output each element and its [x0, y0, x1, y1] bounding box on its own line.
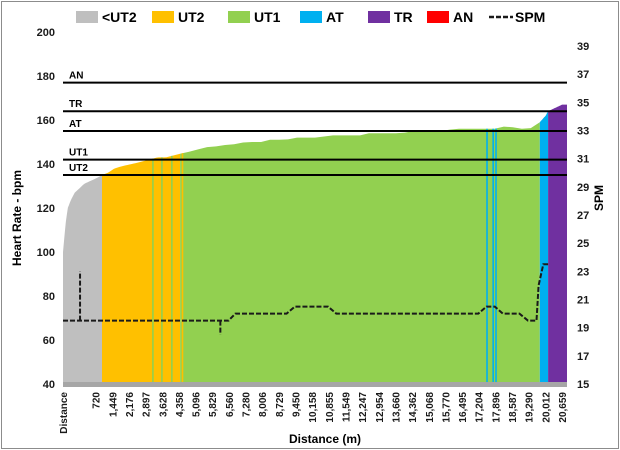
x-tick-label: 10,158 — [308, 392, 319, 423]
y2-tick-label: 15 — [577, 379, 589, 391]
x-tick-label: 6,560 — [225, 392, 236, 417]
legend-item-an-label: AN — [453, 9, 473, 25]
x-tick-label: 720 — [92, 392, 103, 409]
y-tick-label: 140 — [37, 159, 55, 171]
x-tick-label: 2,897 — [142, 392, 153, 417]
y2-tick-label: 23 — [577, 266, 589, 278]
x-tick-label: 19,290 — [525, 392, 536, 423]
x-tick-label: 2,176 — [125, 392, 136, 417]
threshold-label-tr: TR — [69, 99, 83, 110]
x-tick-label: 15,770 — [441, 392, 452, 423]
legend-item-spm-label: SPM — [515, 9, 545, 25]
x-tick-label: 12,954 — [375, 392, 386, 423]
x-tick-label-first: Distance — [59, 392, 70, 434]
zone-area-tr — [548, 104, 567, 384]
legend-item-ut1-swatch — [228, 11, 250, 23]
x-tick-label: 17,204 — [475, 392, 486, 423]
legend-item-tr-swatch — [368, 11, 390, 23]
legend-item-at-label: AT — [326, 9, 344, 25]
stray-zone-lines — [152, 128, 497, 384]
y2-axis-ticks: 15 17 19 21 23 25 27 29 31 33 35 37 39 — [577, 41, 589, 391]
legend-item-below-ut2-label: <UT2 — [102, 9, 137, 25]
y2-tick-label: 35 — [577, 97, 589, 109]
x-axis-bar — [63, 382, 567, 387]
x-tick-label: 9,450 — [292, 392, 303, 417]
y-axis-title: Heart Rate - bpm — [10, 170, 24, 266]
y-tick-label: 40 — [43, 379, 55, 391]
legend: <UT2 UT2 UT1 AT TR AN SPM — [76, 9, 545, 25]
legend-item-at-swatch — [300, 11, 322, 23]
y2-tick-label: 21 — [577, 295, 589, 307]
x-axis-ticks: Distance 720 1,449 2,176 2,897 3,628 4,358 5,09… — [59, 392, 569, 434]
zone-area-ut2 — [102, 153, 181, 384]
y-tick-label: 60 — [43, 335, 55, 347]
zone-area-at — [539, 111, 549, 384]
x-tick-label: 8,006 — [258, 392, 269, 417]
threshold-label-at: AT — [69, 119, 82, 130]
y-tick-label: 180 — [37, 71, 55, 83]
threshold-label-ut1: UT1 — [69, 148, 88, 159]
spm-series — [63, 263, 549, 335]
x-tick-label: 8,729 — [275, 392, 286, 417]
x-tick-label: 17,896 — [491, 392, 502, 423]
x-tick-label: 3,628 — [158, 392, 169, 417]
spm-line — [63, 263, 549, 322]
y2-tick-label: 25 — [577, 238, 589, 250]
x-tick-label: 20,659 — [558, 392, 569, 423]
threshold-label-ut2: UT2 — [69, 163, 88, 174]
y-axis-ticks: 40 60 80 100 120 140 160 180 200 — [37, 27, 55, 391]
legend-item-tr-label: TR — [394, 9, 413, 25]
x-tick-label: 7,280 — [242, 392, 253, 417]
x-tick-label: 16,495 — [458, 392, 469, 423]
y2-tick-label: 17 — [577, 351, 589, 363]
legend-item-ut2-swatch — [152, 11, 174, 23]
y-tick-label: 100 — [37, 247, 55, 259]
y2-axis-title: SPM — [592, 185, 606, 211]
legend-item-ut1-label: UT1 — [254, 9, 281, 25]
y-tick-label: 120 — [37, 203, 55, 215]
y2-tick-label: 27 — [577, 210, 589, 222]
y-tick-label: 80 — [43, 291, 55, 303]
x-tick-label: 4,358 — [175, 392, 186, 417]
x-tick-label: 5,829 — [208, 392, 219, 417]
x-tick-label: 1,449 — [108, 392, 119, 417]
y2-tick-label: 39 — [577, 41, 589, 53]
threshold-label-an: AN — [69, 71, 83, 82]
x-tick-label: 15,068 — [425, 392, 436, 423]
y-tick-label: 160 — [37, 115, 55, 127]
x-axis-title: Distance (m) — [289, 432, 361, 446]
y2-tick-label: 37 — [577, 69, 589, 81]
x-tick-label: 12,247 — [358, 392, 369, 423]
y2-tick-label: 33 — [577, 126, 589, 138]
legend-item-ut2-label: UT2 — [178, 9, 205, 25]
plot-area: UT2 UT1 AT TR AN — [63, 32, 567, 387]
x-tick-label: 20,012 — [541, 392, 552, 423]
y2-tick-label: 31 — [577, 154, 589, 166]
y2-tick-label: 19 — [577, 323, 589, 335]
zone-area-below-ut2 — [63, 175, 102, 384]
y2-tick-label: 29 — [577, 182, 589, 194]
x-tick-label: 11,549 — [342, 392, 353, 422]
legend-item-below-ut2-swatch — [76, 11, 98, 23]
zone-threshold-lines: UT2 UT1 AT TR AN — [63, 71, 567, 176]
x-tick-label: 13,660 — [392, 392, 403, 423]
x-tick-label: 14,362 — [408, 392, 419, 423]
zone-area-ut1 — [180, 122, 540, 384]
x-tick-label: 5,096 — [192, 392, 203, 417]
y-tick-label: 200 — [37, 27, 55, 39]
x-tick-label: 18,587 — [508, 392, 519, 423]
legend-item-an-swatch — [427, 11, 449, 23]
x-tick-label: 10,855 — [325, 392, 336, 423]
